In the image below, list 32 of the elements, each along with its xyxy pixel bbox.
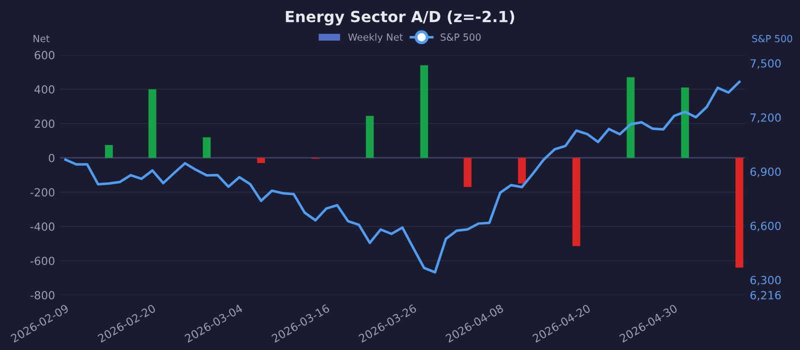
y-tick-label: -400 [30, 222, 54, 231]
y-tick-label: -800 [30, 291, 54, 300]
bar [257, 158, 266, 163]
bar [105, 144, 113, 158]
bar [626, 77, 635, 158]
text: Weekly Net [348, 33, 403, 43]
bar [148, 89, 156, 158]
y-tick-label: -200 [30, 188, 54, 197]
y2-tick-label: 6,300 [750, 276, 781, 286]
y2-tick-label: 6,900 [750, 168, 781, 178]
y-tick-label: 400 [34, 85, 54, 94]
bar [366, 116, 374, 158]
y2-tick-label: 6,216 [750, 291, 781, 301]
y2-tick-label: 7,200 [750, 113, 781, 123]
y-axis-title: Net [34, 35, 50, 42]
y-tick-label: 0 [48, 154, 54, 162]
bar [420, 65, 428, 158]
y-tick-label: -600 [30, 256, 54, 266]
y2-tick-label: 6,600 [750, 222, 781, 232]
y2-axis-title: S&P 500 [752, 34, 792, 42]
chart-title: Energy Sector A/D (z=-2.1) [286, 10, 514, 26]
y-tick-label: 600 [34, 50, 54, 60]
bar [464, 158, 472, 188]
line-series [64, 80, 741, 274]
legend-label: S&P 500 [440, 33, 481, 41]
bar [518, 158, 526, 184]
y-tick-label: 200 [34, 120, 54, 128]
bar [681, 88, 689, 158]
bar [735, 158, 744, 268]
bar [202, 137, 211, 158]
bar [572, 158, 580, 246]
y2-tick-label: 7,500 [750, 59, 781, 69]
